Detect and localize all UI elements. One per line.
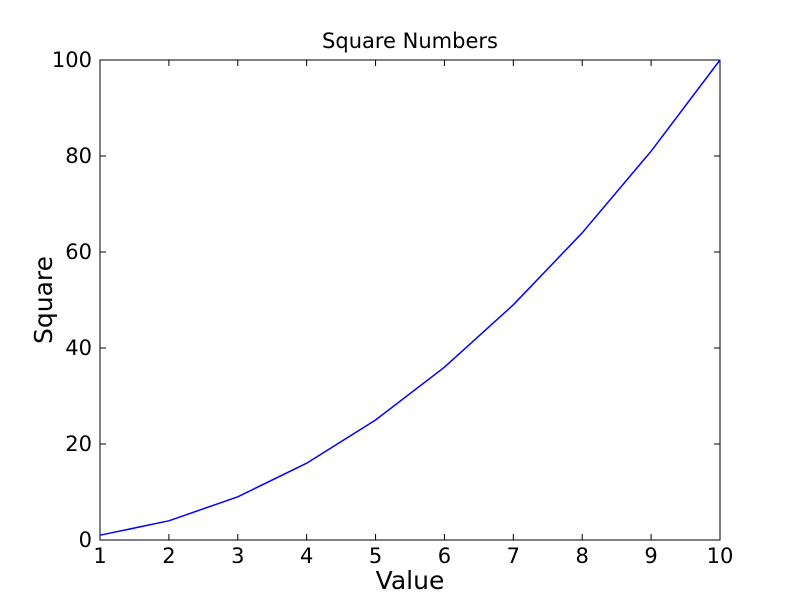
y-axis-label: Square	[29, 256, 58, 344]
y-tick-label: 0	[79, 528, 92, 552]
y-tick-label: 100	[52, 48, 92, 72]
plot-border	[99, 59, 721, 541]
y-tick-label: 40	[65, 336, 92, 360]
y-tick-label: 80	[65, 144, 92, 168]
x-tick-label: 1	[93, 544, 106, 568]
series-line-squares	[99, 59, 721, 536]
x-tick-label: 6	[438, 544, 451, 568]
y-tick-label: 20	[65, 432, 92, 456]
x-tick-label: 7	[507, 544, 520, 568]
x-tick-label: 4	[300, 544, 313, 568]
x-tick-label: 3	[231, 544, 244, 568]
tick-marks-group	[99, 59, 721, 541]
x-tick-label: 2	[162, 544, 175, 568]
x-tick-label: 9	[644, 544, 657, 568]
x-axis-label: Value	[376, 566, 445, 595]
y-tick-label: 60	[65, 240, 92, 264]
x-tick-label: 5	[369, 544, 382, 568]
x-tick-label: 10	[707, 544, 734, 568]
series-group	[99, 59, 721, 536]
chart-title: Square Numbers	[322, 29, 498, 53]
x-tick-label: 8	[576, 544, 589, 568]
